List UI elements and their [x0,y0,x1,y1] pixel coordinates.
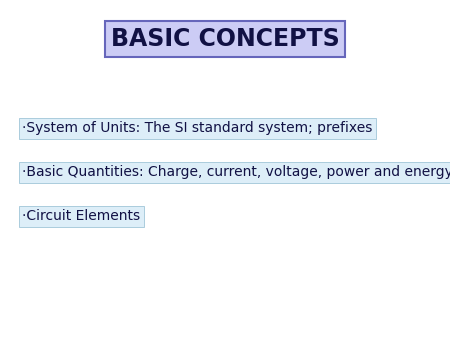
Text: ·Basic Quantities: Charge, current, voltage, power and energy: ·Basic Quantities: Charge, current, volt… [22,165,450,179]
Text: ·System of Units: The SI standard system; prefixes: ·System of Units: The SI standard system… [22,121,373,136]
Text: BASIC CONCEPTS: BASIC CONCEPTS [111,27,339,51]
Text: ·Circuit Elements: ·Circuit Elements [22,209,140,223]
